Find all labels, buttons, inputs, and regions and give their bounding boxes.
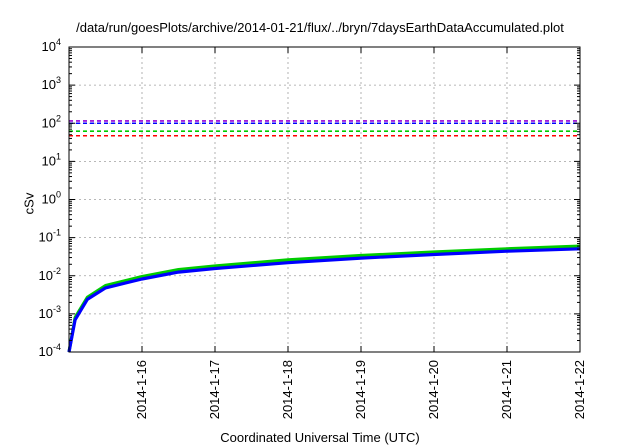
y-tick-label: 100 (42, 190, 61, 207)
y-tick-label: 10-3 (39, 304, 61, 321)
y-tick-label: 10-2 (39, 266, 61, 283)
y-tick-label: 103 (42, 75, 61, 92)
y-tick-label: 10-1 (39, 228, 61, 245)
series-line-1 (67, 247, 581, 353)
y-axis-label: cSv (21, 192, 37, 215)
x-tick-label: 2014-1-18 (280, 360, 295, 419)
x-tick-label: 2014-1-17 (207, 360, 222, 419)
x-axis-label: Coordinated Universal Time (UTC) (220, 430, 420, 445)
y-tick-label: 104 (42, 37, 61, 54)
x-tick-label: 2014-1-16 (134, 360, 149, 419)
chart-title: /data/run/goesPlots/archive/2014-01-21/f… (76, 20, 564, 35)
x-tick-label: 2014-1-22 (572, 360, 587, 419)
series-layer (67, 120, 581, 353)
x-tick-label: 2014-1-21 (499, 360, 514, 419)
x-tick-label: 2014-1-20 (426, 360, 441, 419)
x-tick-label: 2014-1-19 (353, 360, 368, 419)
grid-lines (69, 47, 580, 352)
y-tick-label: 102 (42, 113, 61, 130)
y-tick-label: 101 (42, 151, 61, 168)
tick-labels: 10-4 10-3 10-2 10-1 100 101 102 103 104 2014-1-16… (39, 37, 587, 419)
tick-marks (69, 46, 581, 353)
y-tick-label: 10-4 (39, 342, 61, 359)
